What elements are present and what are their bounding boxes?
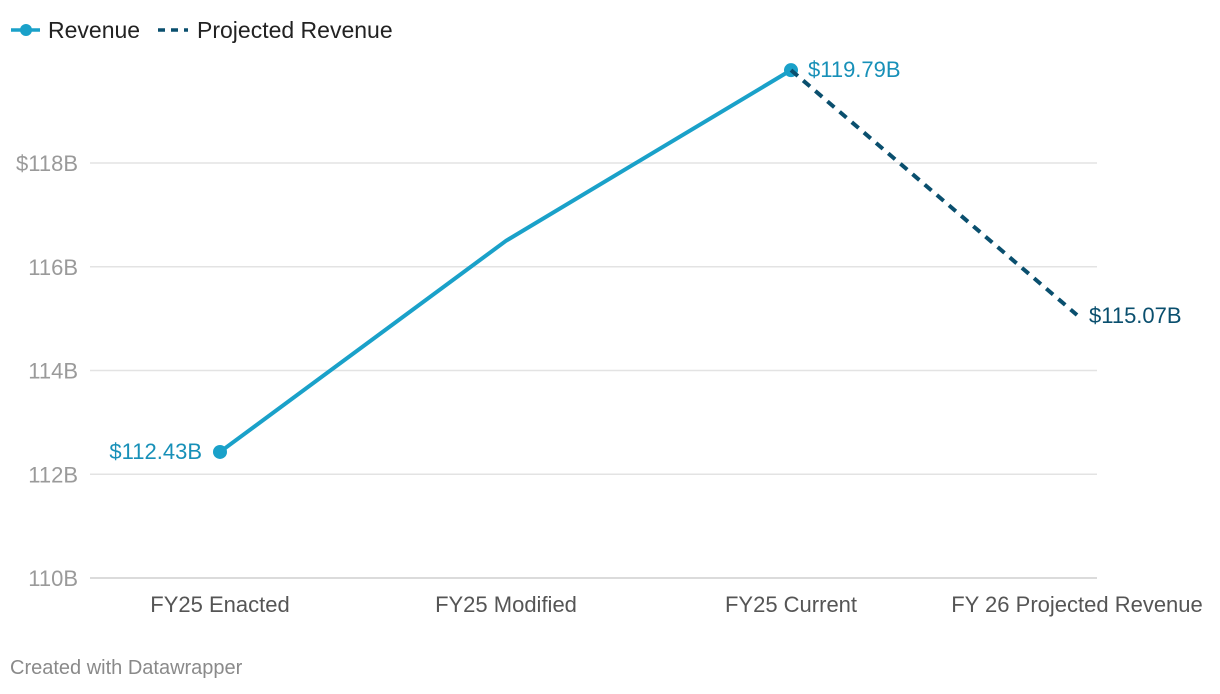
legend-revenue-marker xyxy=(20,24,32,36)
legend-revenue-label: Revenue xyxy=(48,17,140,43)
series-line-revenue xyxy=(218,68,793,454)
legend: Revenue Projected Revenue xyxy=(11,17,393,43)
data-label: $112.43B xyxy=(109,439,202,464)
data-labels: $112.43B $119.79B $115.07B xyxy=(109,57,1181,464)
data-point-fy25-enacted xyxy=(213,444,227,459)
x-tick-label: FY25 Enacted xyxy=(150,592,289,617)
series-line-projected-revenue xyxy=(789,68,1079,317)
y-tick-label: 116B xyxy=(28,255,78,280)
y-tick-label: 114B xyxy=(28,359,78,384)
gridlines xyxy=(90,162,1097,579)
footer-credit: Created with Datawrapper xyxy=(10,657,243,679)
y-tick-label: 110B xyxy=(28,566,78,591)
legend-item-projected-revenue: Projected Revenue xyxy=(158,17,393,43)
data-label: $119.79B xyxy=(808,57,901,82)
x-tick-label: FY 26 Projected Revenue xyxy=(951,592,1203,617)
x-axis: FY25 Enacted FY25 Modified FY25 Current FY … xyxy=(150,592,1202,617)
x-tick-label: FY25 Modified xyxy=(435,592,577,617)
y-tick-label: $118B xyxy=(16,151,78,176)
y-axis: 110B 112B 114B 116B $118B xyxy=(16,151,78,591)
legend-projected-label: Projected Revenue xyxy=(197,17,393,43)
data-label: $115.07B xyxy=(1089,303,1182,328)
x-tick-label: FY25 Current xyxy=(725,592,857,617)
y-tick-label: 112B xyxy=(28,462,78,487)
series-lines xyxy=(213,63,1079,459)
legend-item-revenue: Revenue xyxy=(11,17,140,43)
line-chart: Revenue Projected Revenue 110B112B114B11… xyxy=(11,17,1203,617)
